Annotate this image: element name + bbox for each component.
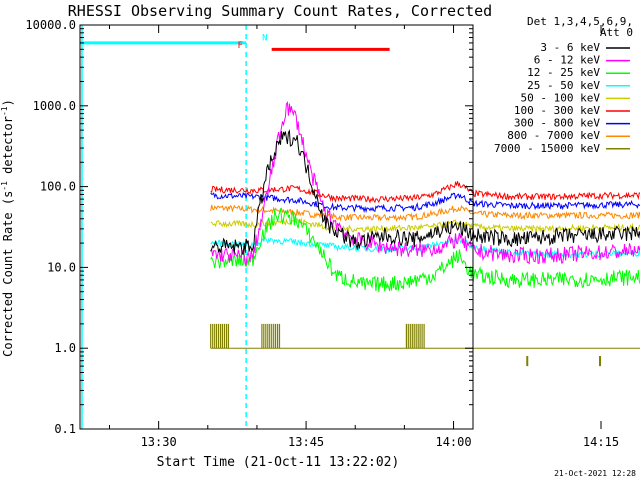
marker-label-0: F [238,41,243,51]
marker-label-1: N [262,34,267,44]
y-tick-label-1: 1.0 [54,341,76,355]
legend-label-8: 7000 - 15000 keV [494,142,600,155]
y-tick-label-5: 10000.0 [25,18,76,32]
series-line-5 [210,180,640,204]
series-line-2 [210,208,640,293]
y-axis: 0.1 1.0 10.0 100.0 1000.0 10000.0 [25,18,473,436]
x-tick-label-1: 13:45 [288,435,324,449]
plot-frame [79,24,474,430]
legend-label-0: 3 - 6 keV [540,41,600,54]
series-line-1 [210,101,640,267]
y-tick-label-0: 0.1 [54,422,76,436]
legend-header-line-2: Att 0 [600,26,633,39]
chart-title: RHESSI Observing Summary Count Rates, Co… [68,2,492,20]
legend-label-4: 50 - 100 keV [521,91,601,104]
olive-spikes-1 [261,323,281,349]
timestamp: 21-Oct-2021 12:28 [554,469,636,478]
y-tick-label-4: 1000.0 [33,99,76,113]
legend-label-5: 100 - 300 keV [514,104,600,117]
y-tick-label-3: 100.0 [40,180,76,194]
legend-label-1: 6 - 12 keV [534,54,601,67]
series-line-4 [210,216,640,234]
series-line-0 [210,129,640,255]
olive-spikes-0 [210,323,229,349]
x-tick-label-0: 13:30 [141,435,177,449]
legend-label-2: 12 - 25 keV [527,66,600,79]
olive-spikes-2 [405,323,425,349]
series-line-6 [210,191,640,214]
data-layer: FN [80,25,640,429]
x-axis-label: Start Time (21-Oct-11 13:22:02) [157,455,400,470]
legend-label-6: 300 - 800 keV [514,117,600,130]
x-tick-label-3: 14:15 [583,435,619,449]
y-axis-label: Corrected Count Rate (s-1 detector-1) [0,99,15,357]
legend-label-7: 800 - 7000 keV [507,129,600,142]
legend-label-3: 25 - 50 keV [527,79,600,92]
legend-header-line-1: Det 1,3,4,5,6,9, [527,15,633,28]
series-line-3 [210,236,640,260]
y-tick-label-2: 10.0 [47,260,76,274]
x-tick-label-2: 14:00 [435,435,471,449]
